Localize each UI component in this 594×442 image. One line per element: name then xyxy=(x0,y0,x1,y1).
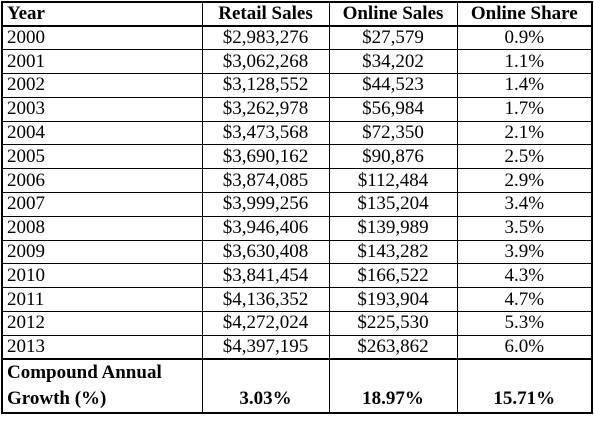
year-cell: 2002 xyxy=(1,73,203,98)
table-row: 2009 $3,630,408 $143,282 3.9% xyxy=(1,239,593,265)
year-cell: 2005 xyxy=(1,144,203,170)
table-row: 2013 $4,397,195 $263,862 6.0% xyxy=(1,334,593,360)
table-row: 2001 $3,062,268 $34,202 1.1% xyxy=(1,49,593,75)
table-row: 2008 $3,946,406 $139,989 3.5% xyxy=(1,215,593,241)
online-sales-cell: $44,523 xyxy=(328,73,458,98)
online-sales-cell: $143,282 xyxy=(328,239,458,265)
table-row: 2011 $4,136,352 $193,904 4.7% xyxy=(1,287,593,313)
year-cell: 2003 xyxy=(1,96,203,122)
online-share-cell: 3.9% xyxy=(456,239,593,265)
table-header-row: Year Retail Sales Online Sales Online Sh… xyxy=(1,1,593,27)
online-share-cell: 2.5% xyxy=(456,144,593,170)
table-row: 2004 $3,473,568 $72,350 2.1% xyxy=(1,120,593,146)
year-cell: 2009 xyxy=(1,239,203,265)
year-cell: 2007 xyxy=(1,192,203,217)
year-cell: 2010 xyxy=(1,263,203,289)
table-row: 2012 $4,272,024 $225,530 5.3% xyxy=(1,311,593,336)
year-cell: 2001 xyxy=(1,49,203,75)
online-share-cell: 1.4% xyxy=(456,73,593,98)
cagr-share: 15.71% xyxy=(456,358,593,414)
retail-sales-cell: $4,136,352 xyxy=(201,287,330,313)
online-sales-cell: $135,204 xyxy=(328,192,458,217)
table-row: 2005 $3,690,162 $90,876 2.5% xyxy=(1,144,593,170)
retail-sales-cell: $3,874,085 xyxy=(201,168,330,194)
table-row: 2006 $3,874,085 $112,484 2.9% xyxy=(1,168,593,194)
online-share-cell: 3.4% xyxy=(456,192,593,217)
retail-sales-cell: $3,946,406 xyxy=(201,215,330,241)
year-cell: 2011 xyxy=(1,287,203,313)
online-sales-cell: $166,522 xyxy=(328,263,458,289)
online-share-cell: 0.9% xyxy=(456,25,593,51)
online-sales-cell: $112,484 xyxy=(328,168,458,194)
year-cell: 2004 xyxy=(1,120,203,146)
table-row: 2007 $3,999,256 $135,204 3.4% xyxy=(1,192,593,217)
online-share-cell: 2.1% xyxy=(456,120,593,146)
table-row: 2003 $3,262,978 $56,984 1.7% xyxy=(1,96,593,122)
online-share-cell: 4.3% xyxy=(456,263,593,289)
online-sales-cell: $90,876 xyxy=(328,144,458,170)
table-body: 2000 $2,983,276 $27,579 0.9% 2001 $3,062,268 $… xyxy=(1,25,593,360)
online-sales-cell: $27,579 xyxy=(328,25,458,51)
online-share-cell: 3.5% xyxy=(456,215,593,241)
retail-sales-cell: $3,999,256 xyxy=(201,192,330,217)
retail-sales-cell: $3,128,552 xyxy=(201,73,330,98)
year-cell: 2006 xyxy=(1,168,203,194)
year-cell: 2013 xyxy=(1,334,203,360)
retail-sales-cell: $3,262,978 xyxy=(201,96,330,122)
table-row: 2000 $2,983,276 $27,579 0.9% xyxy=(1,25,593,51)
retail-sales-cell: $3,473,568 xyxy=(201,120,330,146)
online-sales-cell: $225,530 xyxy=(328,311,458,336)
column-header-retail-sales: Retail Sales xyxy=(201,1,330,27)
online-share-cell: 6.0% xyxy=(456,334,593,360)
retail-sales-cell: $3,630,408 xyxy=(201,239,330,265)
online-share-cell: 2.9% xyxy=(456,168,593,194)
retail-sales-cell: $3,062,268 xyxy=(201,49,330,75)
online-sales-cell: $56,984 xyxy=(328,96,458,122)
online-share-cell: 1.7% xyxy=(456,96,593,122)
online-share-cell: 1.1% xyxy=(456,49,593,75)
year-cell: 2000 xyxy=(1,25,203,51)
column-header-year: Year xyxy=(1,1,203,27)
cagr-online: 18.97% xyxy=(328,358,458,414)
column-header-online-share: Online Share xyxy=(456,1,593,27)
retail-sales-cell: $4,397,195 xyxy=(201,334,330,360)
column-header-online-sales: Online Sales xyxy=(328,1,458,27)
online-sales-cell: $263,862 xyxy=(328,334,458,360)
year-cell: 2012 xyxy=(1,311,203,336)
year-cell: 2008 xyxy=(1,215,203,241)
table-row: 2002 $3,128,552 $44,523 1.4% xyxy=(1,73,593,98)
retail-online-sales-table: Year Retail Sales Online Sales Online Sh… xyxy=(1,1,593,415)
table-row: 2010 $3,841,454 $166,522 4.3% xyxy=(1,263,593,289)
online-share-cell: 5.3% xyxy=(456,311,593,336)
cagr-row: Compound Annual Growth (%) 3.03% 18.97% … xyxy=(1,358,593,414)
cagr-retail: 3.03% xyxy=(201,358,330,414)
retail-sales-cell: $3,841,454 xyxy=(201,263,330,289)
online-share-cell: 4.7% xyxy=(456,287,593,313)
retail-sales-cell: $4,272,024 xyxy=(201,311,330,336)
retail-sales-cell: $2,983,276 xyxy=(201,25,330,51)
retail-sales-cell: $3,690,162 xyxy=(201,144,330,170)
online-sales-cell: $34,202 xyxy=(328,49,458,75)
cagr-label: Compound Annual Growth (%) xyxy=(1,358,203,414)
online-sales-cell: $193,904 xyxy=(328,287,458,313)
online-sales-cell: $72,350 xyxy=(328,120,458,146)
online-sales-cell: $139,989 xyxy=(328,215,458,241)
